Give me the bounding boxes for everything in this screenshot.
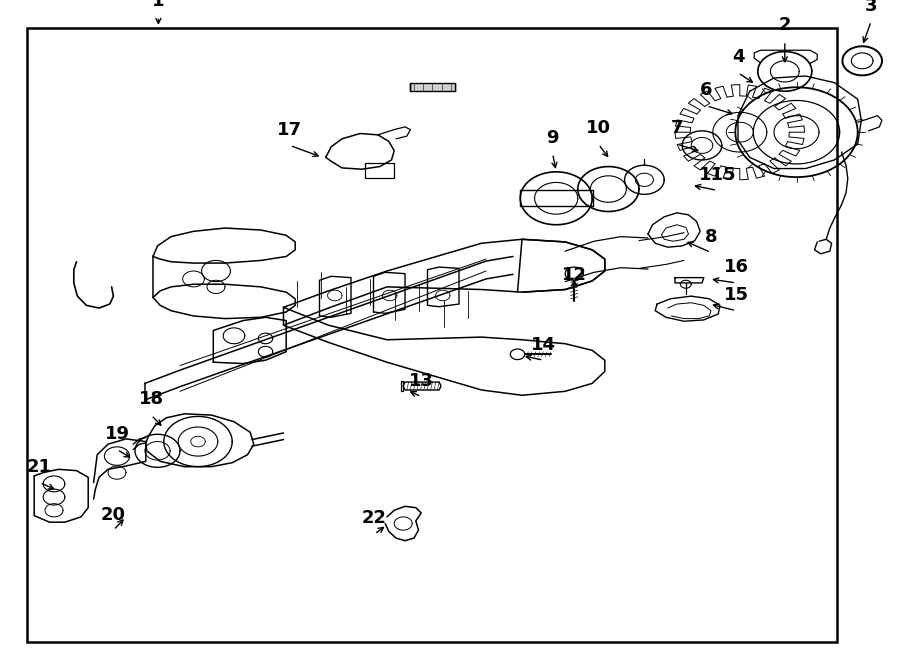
- Text: 20: 20: [101, 506, 126, 524]
- FancyBboxPatch shape: [365, 163, 394, 178]
- Text: 6: 6: [700, 81, 713, 99]
- Text: 18: 18: [139, 391, 164, 408]
- Text: 13: 13: [409, 372, 434, 390]
- Text: 9: 9: [546, 129, 559, 147]
- Text: 14: 14: [531, 336, 556, 354]
- Text: 21: 21: [27, 458, 52, 476]
- Text: 12: 12: [562, 266, 587, 284]
- Text: 22: 22: [362, 510, 387, 527]
- Text: 1: 1: [152, 0, 165, 10]
- Text: 115: 115: [698, 166, 736, 184]
- Text: 3: 3: [865, 0, 878, 15]
- Text: 19: 19: [104, 425, 130, 443]
- Text: 4: 4: [732, 48, 744, 66]
- Text: 15: 15: [724, 286, 749, 304]
- Text: 17: 17: [277, 121, 302, 139]
- Text: 16: 16: [724, 258, 749, 276]
- Text: 7: 7: [670, 120, 683, 137]
- Text: 10: 10: [586, 120, 611, 137]
- Text: 8: 8: [705, 228, 717, 246]
- Text: 2: 2: [778, 17, 791, 34]
- Bar: [411, 83, 454, 91]
